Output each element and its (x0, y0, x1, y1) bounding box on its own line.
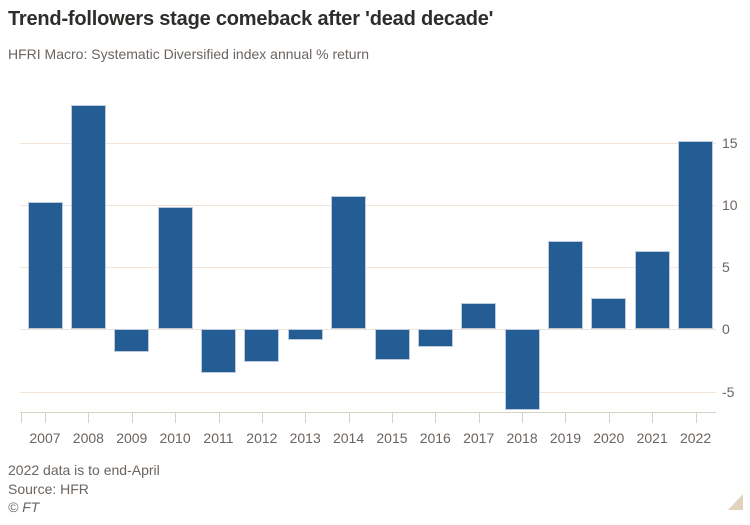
x-tick-label-2014: 2014 (332, 430, 365, 446)
x-tick-label-2007: 2007 (29, 430, 61, 446)
x-axis-tick (20, 413, 22, 423)
bar-2020 (591, 298, 627, 330)
gridline--5 (20, 391, 716, 393)
bar-2015 (374, 329, 410, 361)
ft-copyright: © FT (8, 499, 40, 515)
x-axis-tick (305, 413, 307, 423)
bar-2021 (634, 250, 670, 330)
bar-2014 (331, 196, 367, 330)
chart-footer: 2022 data is to end-April Source: HFR © … (8, 461, 608, 517)
bar-2010 (157, 207, 193, 330)
x-axis-tick (695, 413, 697, 423)
x-tick-label-2017: 2017 (463, 430, 495, 446)
bar-2013 (287, 329, 323, 341)
gridline-5 (20, 267, 716, 269)
bar-2019 (547, 240, 583, 330)
x-axis-labels: 2007 2008 2009 2010 2011 2012 2013 2014 2015 2016… (20, 430, 716, 446)
x-tick-label-2020: 2020 (593, 430, 625, 446)
x-tick-label-2022: 2022 (679, 430, 712, 446)
bar-2007 (27, 202, 63, 330)
x-axis-tick (175, 413, 177, 423)
x-tick-label-2016: 2016 (419, 430, 451, 446)
bar-2016 (417, 329, 453, 347)
corner-triangle-icon (728, 494, 743, 510)
bar-2012 (244, 329, 280, 362)
x-axis-tick (435, 413, 437, 423)
x-tick-label-2012: 2012 (246, 430, 278, 446)
y-tick-label-10: 10 (722, 196, 738, 213)
x-axis-tick (608, 413, 610, 423)
chart-title: Trend-followers stage comeback after 'de… (8, 8, 494, 30)
source-line: Source: HFR (8, 480, 89, 497)
bar-2009 (114, 329, 150, 352)
x-tick-label-2011: 2011 (203, 430, 234, 446)
x-tick-label-2019: 2019 (549, 430, 582, 446)
bar-2018 (504, 329, 540, 411)
x-tick-label-2010: 2010 (159, 430, 191, 446)
footnote: 2022 data is to end-April (8, 462, 160, 478)
x-axis-tick (348, 413, 350, 423)
y-tick-label-15: 15 (722, 134, 738, 151)
x-axis-tick (652, 413, 654, 423)
x-axis-tick (131, 413, 133, 423)
x-axis-tick (522, 413, 524, 423)
bar-2022 (678, 141, 713, 330)
x-axis-tick (565, 413, 567, 423)
x-axis-tick (261, 413, 263, 423)
chart-subtitle: HFRI Macro: Systematic Diversified index… (8, 46, 370, 62)
x-axis-tick (392, 413, 393, 423)
plot-area (20, 85, 716, 423)
bar-2008 (70, 105, 106, 330)
y-tick-label-0: 0 (722, 321, 730, 338)
x-axis-tick (45, 413, 46, 423)
bar-2017 (461, 303, 497, 330)
x-tick-label-2013: 2013 (289, 430, 321, 446)
x-axis-tick (478, 413, 480, 423)
gridline-0 (20, 329, 716, 331)
gridline-15 (20, 142, 716, 144)
x-tick-label-2015: 2015 (376, 430, 408, 446)
x-tick-label-2018: 2018 (506, 430, 538, 446)
gridline-10 (20, 204, 716, 206)
x-tick-label-2008: 2008 (72, 430, 104, 446)
y-tick-label--5: -5 (722, 383, 735, 400)
x-axis-tick (218, 413, 220, 423)
bar-2011 (201, 329, 236, 373)
x-axis-tick (88, 413, 90, 423)
y-tick-label-5: 5 (722, 259, 730, 276)
x-tick-label-2021: 2021 (636, 430, 668, 446)
x-tick-label-2009: 2009 (116, 430, 148, 446)
